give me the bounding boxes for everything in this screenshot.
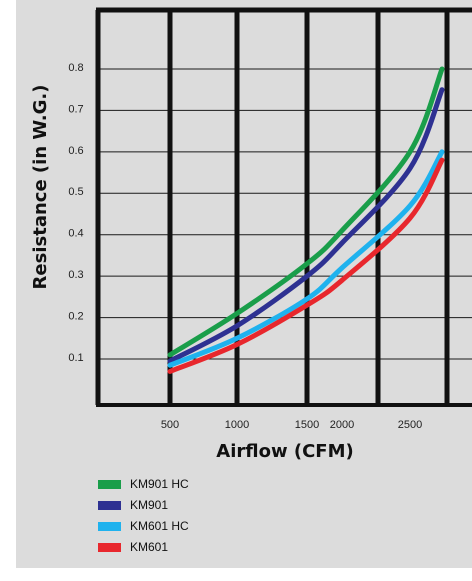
legend-swatch-km901	[98, 501, 121, 510]
series-line-km901	[167, 87, 445, 364]
x-tick-label: 2500	[398, 419, 422, 431]
series-line-km601-hc	[167, 149, 445, 368]
legend-label-km601-hc: KM601 HC	[130, 519, 189, 533]
x-tick-label: 2000	[330, 419, 354, 431]
series-line-km901-hc	[167, 66, 445, 358]
y-tick-label: 0.6	[68, 145, 83, 157]
legend-label-km901: KM901	[130, 498, 168, 512]
y-tick-label: 0.8	[68, 62, 83, 74]
y-tick-label: 0.2	[68, 310, 83, 322]
x-tick-label: 1500	[295, 419, 319, 431]
y-tick-label: 0.1	[68, 352, 83, 364]
y-tick-label: 0.3	[68, 269, 83, 281]
y-axis-title: Resistance (in W.G.)	[30, 85, 51, 290]
legend-swatch-km901-hc	[98, 480, 121, 489]
y-tick-label: 0.4	[68, 228, 83, 240]
x-tick-label: 1000	[225, 419, 249, 431]
series-line-km601	[167, 157, 445, 374]
chart-background-panel	[16, 0, 472, 568]
x-axis-title: Airflow (CFM)	[216, 441, 353, 462]
legend-swatch-km601	[98, 543, 121, 552]
legend-label-km601: KM601	[130, 540, 168, 554]
y-tick-label: 0.7	[68, 103, 83, 115]
legend-swatch-km601-hc	[98, 522, 121, 531]
y-tick-label: 0.5	[68, 186, 83, 198]
legend-label-km901-hc: KM901 HC	[130, 477, 189, 491]
x-tick-label: 500	[161, 419, 179, 431]
